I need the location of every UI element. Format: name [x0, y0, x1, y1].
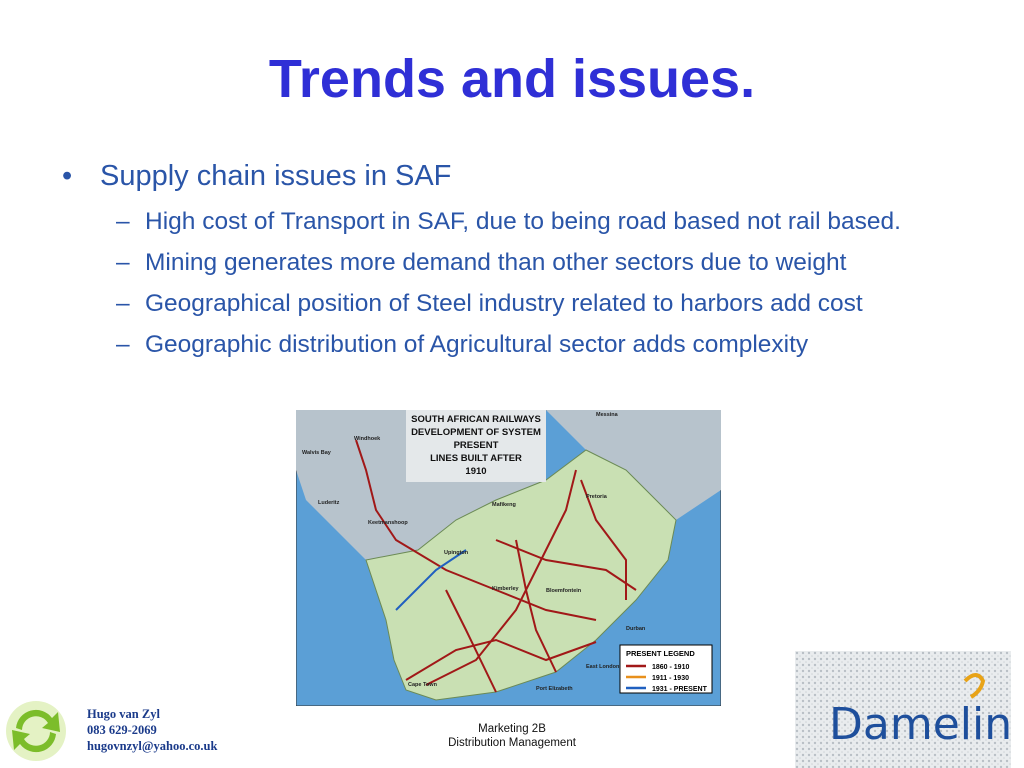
- footer-center: Marketing 2B Distribution Management: [412, 722, 612, 750]
- legend-item: 1931 - PRESENT: [652, 686, 708, 693]
- bullet-dot: •: [62, 160, 73, 192]
- legend: 1860 - 1910 1911 - 1930 1931 - PRESENT: [626, 664, 708, 693]
- sub-bullet-text: Mining generates more demand than other …: [145, 249, 847, 276]
- footer-line: Distribution Management: [448, 737, 576, 749]
- legend-item: 1911 - 1930: [652, 675, 689, 682]
- contact-phone: 083 629-2069: [87, 723, 157, 737]
- sub-bullet-text: Geographical position of Steel industry …: [145, 290, 863, 317]
- sub-bullet-dash: –: [116, 290, 130, 317]
- sub-bullet-text: Geographic distribution of Agricultural …: [145, 331, 809, 358]
- place-name: East London: [586, 664, 620, 670]
- place-name: Upington: [444, 550, 469, 556]
- place-name: Walvis Bay: [302, 450, 332, 456]
- map-title-line: PRESENT: [454, 440, 499, 451]
- logo-text: Damelin: [829, 699, 1011, 750]
- sub-bullet-text: High cost of Transport in SAF, due to be…: [145, 208, 901, 235]
- namibia: [296, 410, 418, 560]
- place-names: Windhoek Walvis Bay Keetmanshoop Luderitz Up…: [302, 412, 646, 692]
- contact-email: hugovnzyl@yahoo.co.uk: [87, 739, 218, 753]
- place-name: Port Elizabeth: [536, 686, 573, 692]
- neighbours: [546, 410, 721, 520]
- footer-line: Marketing 2B: [478, 723, 546, 735]
- place-name: Cape Town: [408, 682, 438, 688]
- sub-bullet-dash: –: [116, 208, 130, 235]
- place-name: Bloemfontein: [546, 588, 582, 594]
- logo-bg: [795, 651, 1011, 768]
- map-title-box: [406, 410, 546, 482]
- place-name: Pretoria: [586, 494, 608, 500]
- rail-lines: [355, 439, 637, 693]
- place-name: Messina: [596, 412, 619, 418]
- place-name: Kimberley: [492, 586, 520, 592]
- sub-bullet: – High cost of Transport in SAF, due to b…: [116, 206, 966, 238]
- icon-arrow: [16, 709, 60, 732]
- rail-line-recent: [395, 549, 467, 611]
- map-title-line: SOUTH AFRICAN RAILWAYS: [411, 414, 541, 425]
- legend-title: PRESENT LEGEND: [626, 649, 695, 658]
- recycle-icon: [6, 701, 66, 761]
- contact-name: Hugo van Zyl: [87, 707, 160, 721]
- legend-box: [619, 644, 713, 694]
- bullet-text: Supply chain issues in SAF: [100, 160, 452, 192]
- contact: Hugo van Zyl 083 629-2069 hugovnzyl@yaho…: [87, 706, 217, 754]
- sub-bullets: – High cost of Transport in SAF, due to b…: [116, 206, 966, 370]
- sub-bullet: – Geographical position of Steel industry…: [116, 288, 966, 320]
- sub-bullet: – Geographic distribution of Agricultural…: [116, 329, 966, 361]
- logo-swoosh: [963, 673, 986, 699]
- icon-arrow: [12, 730, 56, 753]
- sub-bullet-dash: –: [116, 331, 130, 358]
- map-title: SOUTH AFRICAN RAILWAYS DEVELOPMENT OF SYS…: [411, 414, 541, 477]
- place-name: Luderitz: [318, 500, 340, 506]
- slide-title: Trends and issues.: [268, 49, 756, 109]
- sub-bullet: – Mining generates more demand than other…: [116, 247, 966, 279]
- map-title-line: 1910: [465, 466, 486, 477]
- map-title-line: DEVELOPMENT OF SYSTEM: [411, 427, 541, 438]
- place-name: Mafikeng: [492, 502, 516, 508]
- south-africa: [365, 449, 677, 701]
- logo: Damelin: [795, 651, 1011, 768]
- place-name: Durban: [626, 626, 646, 632]
- place-name: Keetmanshoop: [368, 520, 408, 526]
- icon-bg: [6, 701, 66, 761]
- map-title-line: LINES BUILT AFTER: [430, 453, 522, 464]
- legend-item: 1860 - 1910: [652, 664, 689, 671]
- place-name: Windhoek: [354, 436, 381, 442]
- sub-bullet-dash: –: [116, 249, 130, 276]
- rail-map: SOUTH AFRICAN RAILWAYS DEVELOPMENT OF SYS…: [296, 410, 721, 706]
